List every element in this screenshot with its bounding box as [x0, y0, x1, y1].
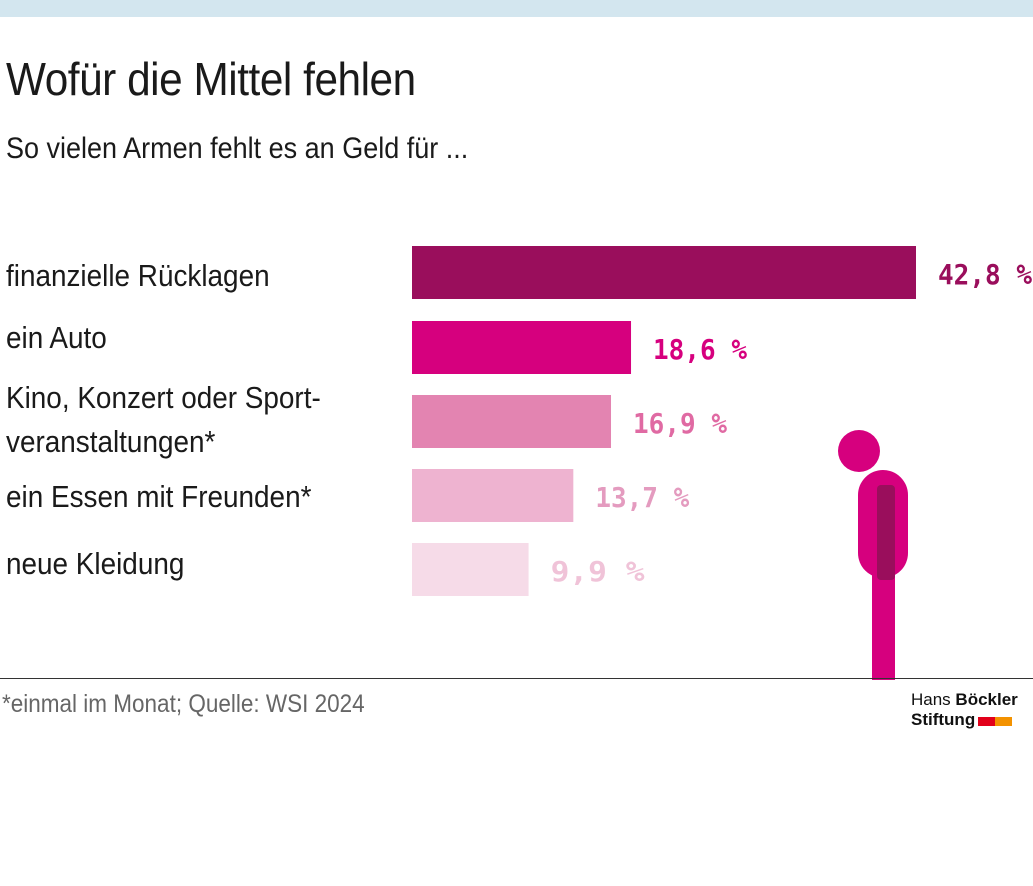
top-band	[0, 0, 1033, 17]
person-head	[838, 430, 880, 472]
bar	[412, 321, 632, 374]
category-label: neue Kleidung	[6, 547, 184, 582]
category-label: finanzielle Rücklagen	[6, 259, 270, 294]
chart-title: Wofür die Mittel fehlen	[6, 53, 416, 105]
baseline	[0, 678, 1033, 679]
bars	[412, 246, 916, 596]
category-label: ein Auto	[6, 321, 107, 356]
bar	[412, 543, 529, 596]
category-label: ein Essen mit Freunden*	[6, 480, 312, 515]
value-label: 16,9 %	[633, 407, 727, 440]
bar	[412, 469, 574, 522]
value-label: 18,6 %	[653, 333, 747, 366]
chart-subtitle: So vielen Armen fehlt es an Geld für ...	[6, 132, 469, 165]
value-label: 9,9 %	[551, 555, 645, 588]
bar	[412, 395, 612, 448]
footnote: *einmal im Monat; Quelle: WSI 2024	[2, 690, 365, 718]
logo-mark-icon	[978, 711, 1013, 731]
bar	[412, 246, 916, 299]
logo-text-stiftung: Stiftung	[911, 710, 976, 729]
hans-boeckler-logo: Hans Böckler Stiftung	[911, 690, 1033, 734]
category-labels: finanzielle Rücklagen ein Auto Kino, Konze…	[6, 259, 321, 582]
person-figure	[838, 430, 908, 680]
category-label: Kino, Konzert oder Sport-	[6, 381, 321, 416]
value-label: 42,8 %	[938, 258, 1032, 291]
bar-chart: finanzielle Rücklagen ein Auto Kino, Konze…	[6, 246, 1033, 680]
value-labels: 42,8 % 18,6 % 16,9 % 13,7 % 9,9 %	[551, 258, 1033, 588]
value-label: 13,7 %	[595, 481, 689, 514]
logo-text-hans: Hans	[911, 690, 956, 709]
person-arm	[877, 485, 895, 580]
category-label: veranstaltungen*	[6, 425, 216, 460]
logo-text-boeckler: Böckler	[955, 690, 1018, 709]
person-leg	[872, 560, 895, 680]
